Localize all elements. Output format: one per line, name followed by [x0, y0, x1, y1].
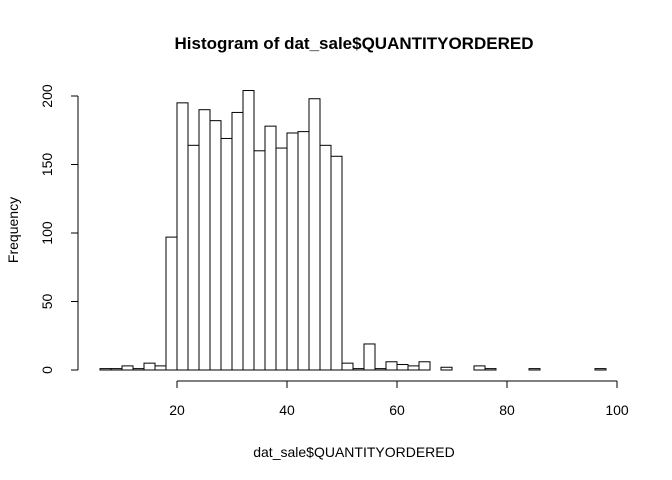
y-tick-label: 100 — [39, 221, 55, 245]
x-axis: 20 40 60 80 100 — [169, 380, 629, 418]
histogram-bar — [143, 362, 156, 371]
histogram-bar — [363, 343, 376, 371]
x-tick-label: 80 — [499, 402, 515, 418]
chart-title: Histogram of dat_sale$QUANTITYORDERED — [175, 34, 534, 53]
y-tick-label: 150 — [39, 153, 55, 177]
histogram-bar — [286, 132, 299, 371]
y-tick-label: 50 — [39, 294, 55, 310]
histogram-bar — [220, 137, 233, 371]
histogram-bar — [121, 365, 134, 371]
histogram-bar — [154, 365, 167, 371]
histogram-bar — [132, 368, 145, 371]
y-axis-label: Frequency — [5, 197, 21, 263]
bars-group — [99, 90, 607, 371]
histogram-bar — [110, 368, 123, 371]
histogram-bar — [319, 144, 332, 371]
histogram-bar — [407, 365, 420, 371]
histogram-bar — [352, 368, 365, 371]
x-tick-label: 100 — [605, 402, 629, 418]
histogram-bar — [209, 120, 222, 371]
histogram-bar — [198, 109, 211, 371]
y-tick-label: 0 — [39, 366, 55, 374]
histogram-bar — [253, 150, 266, 371]
histogram-bar — [484, 368, 497, 371]
histogram-bar — [374, 368, 387, 371]
y-tick-label: 200 — [39, 84, 55, 108]
histogram-bar — [99, 368, 112, 371]
histogram-bar — [308, 98, 321, 371]
histogram-bar — [242, 90, 255, 371]
x-tick-label: 40 — [279, 402, 295, 418]
histogram-bar — [264, 125, 277, 371]
histogram-bar — [330, 155, 343, 371]
histogram-bar — [418, 361, 431, 371]
histogram-bar — [275, 147, 288, 371]
histogram-bar — [594, 368, 607, 371]
histogram-bar — [528, 368, 541, 371]
histogram-bar — [396, 364, 409, 371]
histogram-bar — [297, 131, 310, 371]
histogram-bar — [231, 111, 244, 371]
histogram-bar — [440, 366, 453, 371]
y-axis: 0 50 100 150 200 — [39, 84, 79, 374]
x-tick-label: 60 — [389, 402, 405, 418]
histogram-bar — [473, 365, 486, 371]
x-tick-label: 20 — [169, 402, 185, 418]
x-axis-label: dat_sale$QUANTITYORDERED — [253, 444, 455, 460]
histogram-bar — [165, 236, 178, 371]
histogram-bar — [187, 144, 200, 371]
histogram-bar — [341, 362, 354, 371]
histogram-bar — [385, 361, 398, 371]
histogram-bar — [176, 102, 189, 371]
